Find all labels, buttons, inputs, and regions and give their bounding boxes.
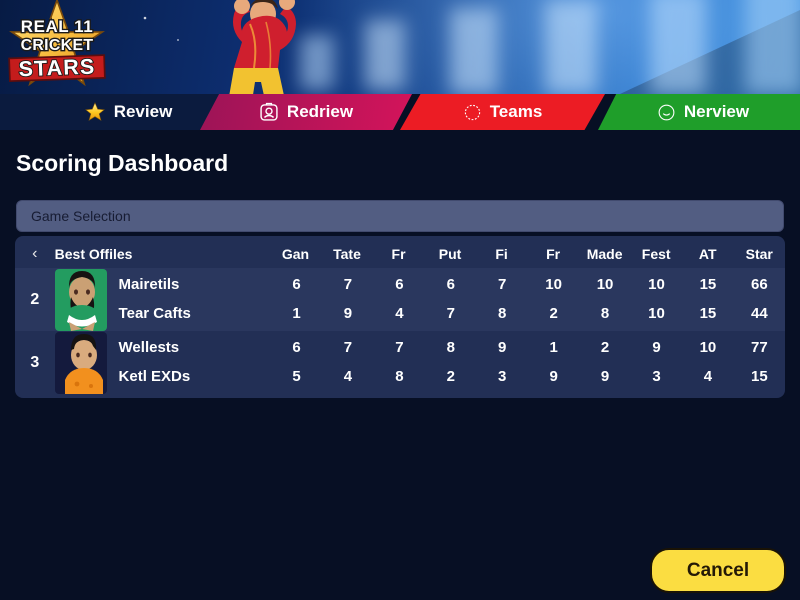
- svg-text:STARS: STARS: [18, 55, 96, 82]
- svg-text:CRICKET: CRICKET: [21, 37, 94, 54]
- svg-text:REAL 11: REAL 11: [21, 17, 93, 36]
